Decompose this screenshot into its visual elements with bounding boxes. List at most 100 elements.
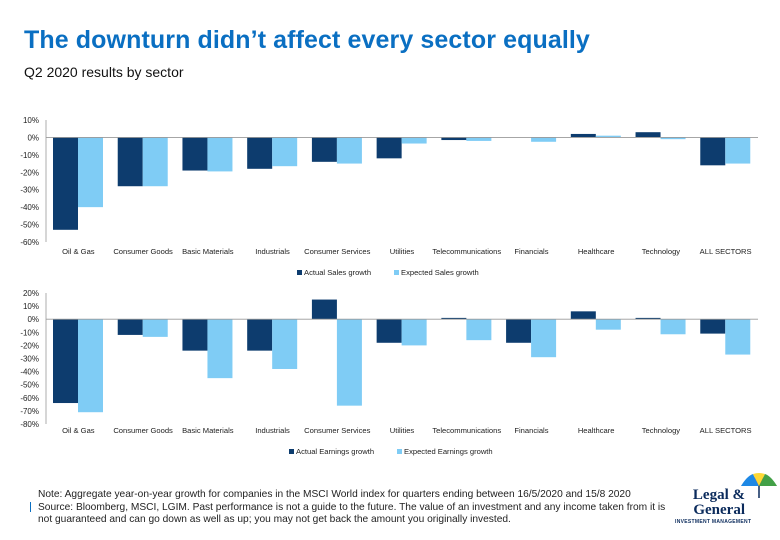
y-tick-label: -20% — [20, 341, 39, 350]
y-tick-label: 0% — [27, 315, 39, 324]
x-category-label: Consumer Goods — [113, 426, 173, 435]
bar-actual — [506, 319, 532, 343]
legend-swatch — [394, 270, 399, 275]
logo-tagline: INVESTMENT MANAGEMENT — [675, 519, 752, 525]
footnote: Note: Aggregate year-on-year growth for … — [30, 489, 678, 527]
legend-swatch — [289, 449, 294, 454]
legend-swatch — [297, 270, 302, 275]
bar-expected — [272, 137, 298, 167]
bar-expected — [336, 137, 362, 164]
legend-swatch — [397, 449, 402, 454]
x-category-label: Industrials — [255, 426, 290, 435]
bar-actual — [53, 137, 78, 230]
bar-actual — [441, 137, 467, 141]
bar-expected — [78, 319, 103, 413]
page-title: The downturn didn’t affect every sector … — [24, 26, 590, 54]
bar-actual — [117, 137, 143, 187]
bar-expected — [660, 319, 686, 335]
x-category-label: Utilities — [390, 247, 415, 256]
bar-actual — [441, 317, 467, 320]
bar-expected — [531, 137, 557, 142]
sales-growth-chart: 10% 0% -10% -20% -30% -40% -50% -60% Oil & Gas Co… — [20, 116, 758, 277]
y-tick-label: -30% — [20, 186, 39, 195]
bar-actual — [635, 132, 661, 138]
y-tick-label: -30% — [20, 355, 39, 364]
legend-label: Expected Sales growth — [401, 268, 479, 277]
bar-actual — [53, 319, 78, 404]
bar-expected — [725, 137, 751, 164]
x-category-label: Oil & Gas — [62, 247, 95, 256]
bar-expected — [466, 137, 492, 141]
bar-expected — [142, 319, 168, 337]
page-subtitle: Q2 2020 results by sector — [24, 64, 184, 80]
x-category-label: Industrials — [255, 247, 290, 256]
legend-label: Expected Earnings growth — [404, 447, 493, 456]
y-tick-label: 0% — [27, 133, 39, 142]
x-category-label: Basic Materials — [182, 247, 234, 256]
x-category-label: Telecommunications — [432, 426, 501, 435]
y-tick-label: -10% — [20, 151, 39, 160]
y-tick-label: -50% — [20, 221, 39, 230]
x-category-label: Utilities — [390, 426, 415, 435]
y-tick-label: -20% — [20, 168, 39, 177]
earnings-growth-chart: 20% 10% 0% -10% -20% -30% -40% -50% -60% -70% -80%… — [20, 289, 758, 456]
bar-actual — [247, 319, 273, 351]
footnote-source: Source: Bloomberg, MSCI, LGIM. Past perf… — [38, 501, 666, 526]
logo-line2: General — [693, 502, 745, 518]
x-category-label: Consumer Goods — [113, 247, 173, 256]
x-category-label: Basic Materials — [182, 426, 234, 435]
bar-expected — [401, 137, 427, 144]
bar-actual — [570, 311, 596, 320]
bar-actual — [700, 319, 726, 334]
bar-actual — [117, 319, 143, 335]
x-category-label: Telecommunications — [432, 247, 501, 256]
bar-expected — [401, 319, 427, 346]
y-tick-label: -70% — [20, 407, 39, 416]
footnote-note: Note: Aggregate year-on-year growth for … — [38, 489, 631, 500]
y-tick-label: 20% — [23, 289, 39, 298]
bar-expected — [207, 137, 233, 172]
legend-label: Actual Sales growth — [304, 268, 371, 277]
x-category-label: Consumer Services — [304, 426, 370, 435]
bar-actual — [182, 137, 208, 171]
x-category-label: ALL SECTORS — [700, 426, 752, 435]
bar-expected — [531, 319, 557, 358]
x-category-label: Technology — [642, 426, 681, 435]
bar-expected — [466, 319, 492, 341]
y-tick-label: -60% — [20, 394, 39, 403]
x-category-label: Healthcare — [578, 426, 615, 435]
y-tick-label: -40% — [20, 368, 39, 377]
bar-expected — [595, 319, 621, 330]
x-category-label: Financials — [514, 426, 548, 435]
y-tick-label: -50% — [20, 381, 39, 390]
umbrella-icon — [741, 473, 777, 498]
x-category-label: Financials — [514, 247, 548, 256]
y-tick-label: -80% — [20, 420, 39, 429]
legal-general-logo: Legal & General INVESTMENT MANAGEMENT — [675, 466, 777, 526]
bar-expected — [207, 319, 233, 379]
bar-expected — [142, 137, 168, 187]
bar-expected — [660, 137, 686, 140]
bar-actual — [376, 137, 402, 159]
x-category-label: Oil & Gas — [62, 426, 95, 435]
logo-wordmark: Legal & General — [675, 488, 745, 518]
bar-actual — [570, 133, 596, 138]
x-category-label: Consumer Services — [304, 247, 370, 256]
bar-expected — [595, 135, 621, 138]
y-tick-label: -40% — [20, 203, 39, 212]
bar-expected — [78, 137, 103, 208]
bar-actual — [376, 319, 402, 343]
x-category-label: ALL SECTORS — [700, 247, 752, 256]
bar-actual — [311, 137, 337, 162]
bar-actual — [247, 137, 273, 169]
bar-actual — [182, 319, 208, 351]
y-tick-label: -10% — [20, 328, 39, 337]
x-category-label: Technology — [642, 247, 681, 256]
logo-line1: Legal & — [692, 487, 745, 503]
bar-actual — [700, 137, 726, 166]
footnote-marker — [30, 502, 31, 512]
bar-expected — [272, 319, 298, 369]
bar-actual — [311, 299, 337, 320]
y-tick-label: 10% — [23, 116, 39, 125]
legend-label: Actual Earnings growth — [296, 447, 374, 456]
